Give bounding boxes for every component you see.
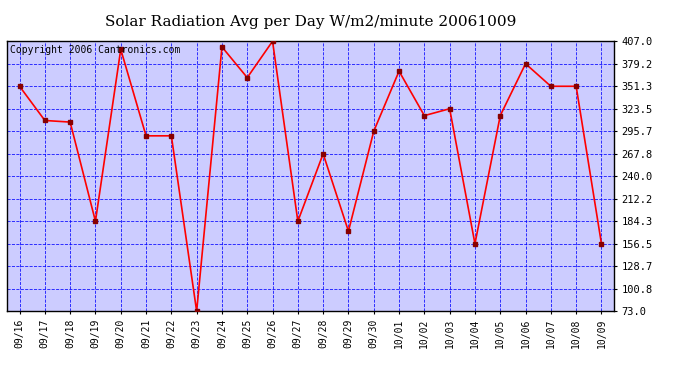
Text: Solar Radiation Avg per Day W/m2/minute 20061009: Solar Radiation Avg per Day W/m2/minute … bbox=[105, 15, 516, 29]
Text: Copyright 2006 Cantronics.com: Copyright 2006 Cantronics.com bbox=[10, 45, 180, 55]
